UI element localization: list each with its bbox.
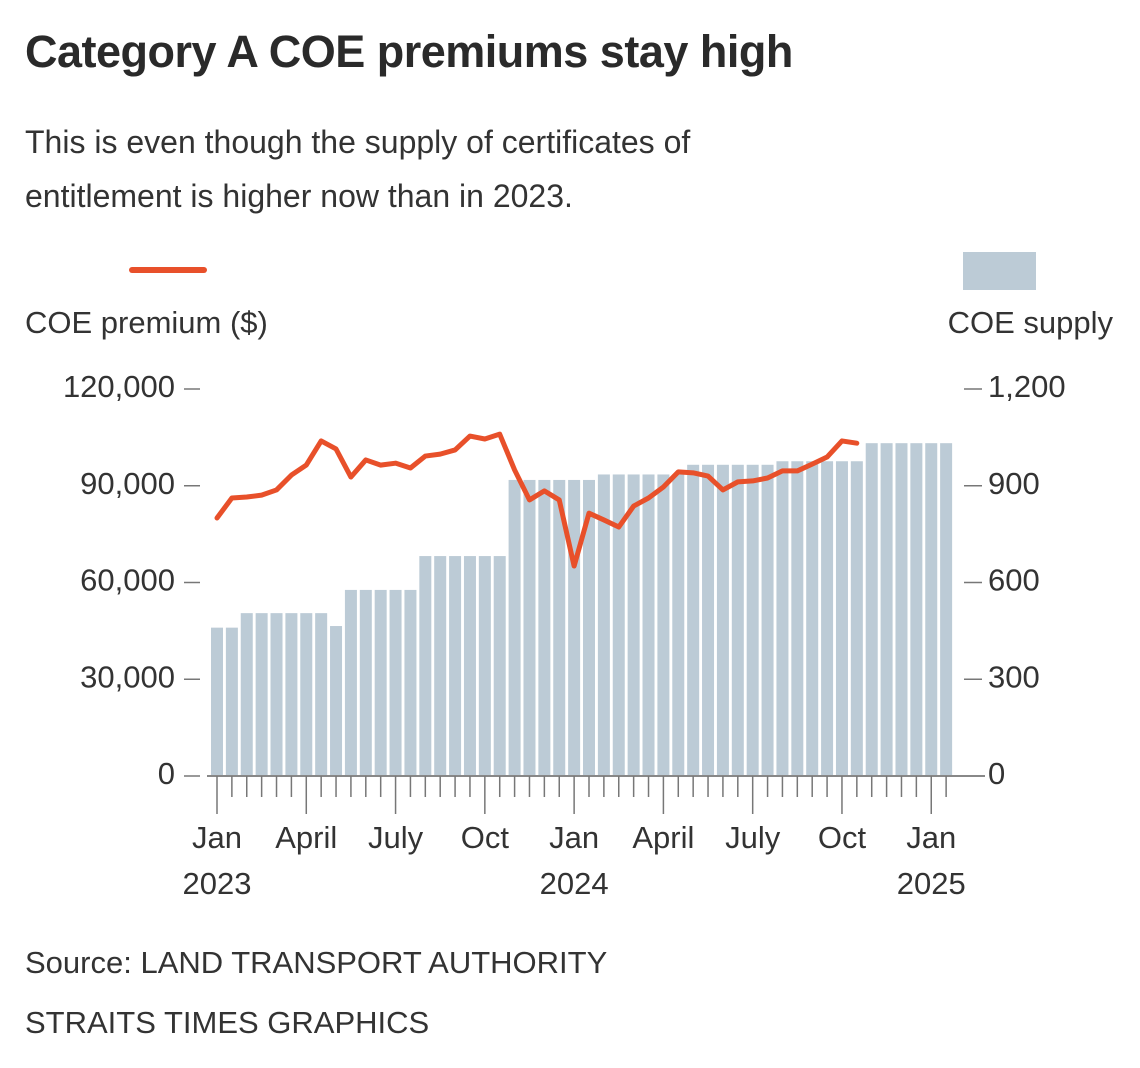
x-tick-label: Oct: [817, 820, 867, 855]
bar: [940, 443, 953, 776]
y2-tick-label: 300: [988, 659, 1040, 694]
bar: [538, 479, 551, 776]
x-tick-label: Jan 2023: [182, 820, 252, 901]
bar: [835, 461, 848, 776]
bar: [806, 461, 819, 776]
y2-tick-label: 900: [988, 466, 1040, 501]
legend-label: COE supply: [948, 305, 1114, 340]
bar: [672, 474, 685, 776]
bar: [776, 461, 789, 776]
bar: [925, 443, 938, 776]
y2-tick-label: 1,200: [988, 369, 1066, 404]
bar: [240, 613, 253, 776]
y2-tick-label: 600: [988, 563, 1040, 598]
x-tick-label: April: [275, 820, 338, 855]
bar: [255, 613, 268, 776]
bar: [821, 461, 834, 776]
source: Source: LAND TRANSPORT AUTHORITY: [25, 945, 608, 980]
bar: [612, 474, 625, 776]
bar: [895, 443, 908, 776]
chart-subtitle: This is even though the supply of certif…: [25, 124, 691, 214]
bar: [702, 464, 715, 776]
bar: [791, 461, 804, 776]
chart-title: Category A COE premiums stay high: [25, 26, 793, 77]
bar: [583, 479, 595, 776]
bar: [865, 443, 878, 776]
bar: [880, 443, 893, 776]
x-tick-label: July: [725, 820, 781, 855]
x-tick-label: Jan 2024: [539, 820, 609, 901]
y2-tick-label: 0: [988, 756, 1005, 791]
bar: [627, 474, 640, 776]
bar: [434, 556, 447, 776]
bar: [687, 464, 700, 776]
bar: [359, 589, 372, 776]
y-tick-label: 90,000: [80, 466, 175, 501]
credit: STRAITS TIMES GRAPHICS: [25, 1005, 430, 1040]
bar: [389, 589, 402, 776]
bar: [731, 464, 744, 776]
x-tick-label: Oct: [460, 820, 509, 855]
bar: [716, 464, 729, 776]
bar: [449, 556, 462, 776]
bar: [523, 479, 536, 776]
bar: [211, 627, 223, 776]
x-tick-label: Jan 2025: [896, 820, 966, 901]
line: [214, 431, 860, 569]
bar: [553, 479, 566, 776]
bar: [910, 443, 923, 776]
bar: [300, 613, 313, 776]
bar: [330, 626, 343, 776]
y-tick-label: 60,000: [80, 563, 175, 598]
bar: [657, 474, 670, 776]
x-tick-label: April: [632, 820, 695, 855]
bar: [746, 464, 759, 776]
bar: [419, 556, 432, 776]
bar: [463, 556, 476, 776]
bar: [597, 474, 610, 776]
y-tick-label: 0: [158, 756, 175, 791]
x-tick-label: July: [367, 820, 424, 855]
bar: [315, 613, 328, 776]
bar: [225, 627, 238, 776]
bar: [344, 589, 357, 776]
legend-label: COE premium ($): [25, 305, 268, 340]
bar: [374, 589, 387, 776]
y-tick-label: 30,000: [80, 659, 175, 694]
bar: [850, 461, 863, 776]
bar: [270, 613, 283, 776]
legend-swatch: [963, 252, 1036, 290]
bar: [508, 479, 521, 776]
y-tick-label: 120,000: [63, 369, 175, 404]
bar: [642, 474, 655, 776]
bar: [761, 464, 774, 776]
bar: [478, 556, 491, 776]
bar: [493, 556, 506, 776]
bar: [404, 589, 417, 776]
bar: [568, 479, 581, 776]
bar: [285, 613, 298, 776]
